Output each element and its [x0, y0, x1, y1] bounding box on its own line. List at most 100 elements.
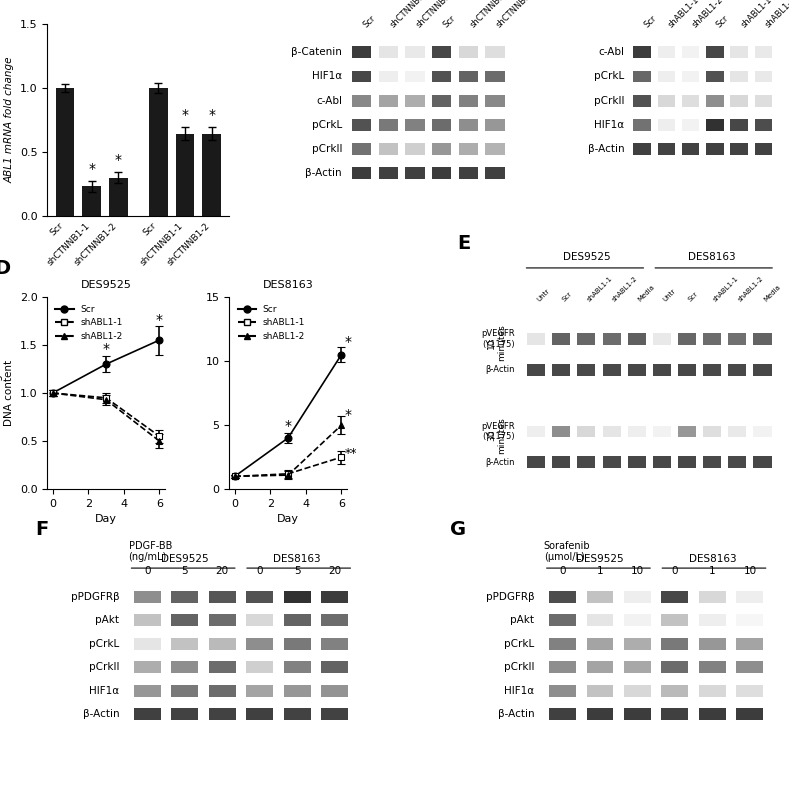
Text: c-Abl: c-Abl [316, 96, 342, 105]
Bar [731, 46, 748, 58]
Text: Scr: Scr [561, 291, 574, 303]
Text: 20: 20 [215, 566, 229, 576]
Bar [634, 143, 651, 155]
Bar [755, 94, 772, 107]
Bar [549, 661, 576, 674]
Text: **: ** [344, 447, 357, 460]
Text: pPDGFRβ: pPDGFRβ [70, 592, 119, 602]
Bar [736, 615, 764, 626]
Bar [209, 591, 236, 603]
Text: (μmol/L): (μmol/L) [544, 553, 585, 562]
Bar [706, 143, 724, 155]
Bar [699, 591, 726, 603]
Text: pCrkII: pCrkII [312, 144, 342, 153]
Bar [658, 119, 675, 130]
Text: β-Actin: β-Actin [588, 144, 625, 153]
Bar [603, 333, 621, 345]
Title: DES9525: DES9525 [80, 281, 132, 291]
Text: shABL1-1: shABL1-1 [739, 0, 773, 29]
Text: Scr: Scr [442, 13, 458, 29]
Bar [432, 143, 451, 155]
Bar [682, 119, 699, 130]
Text: *: * [344, 408, 351, 421]
Bar [624, 685, 651, 697]
Bar [176, 134, 194, 216]
Bar [634, 46, 651, 58]
Text: 10: 10 [631, 566, 644, 576]
Text: β-Actin: β-Actin [498, 709, 534, 719]
Text: 1: 1 [709, 566, 716, 576]
Bar [682, 71, 699, 83]
Bar [658, 46, 675, 58]
Bar [586, 591, 614, 603]
Bar [699, 708, 726, 720]
Text: pCrkII: pCrkII [504, 663, 534, 672]
Y-axis label: ABL1 mRNA fold change: ABL1 mRNA fold change [5, 57, 14, 183]
Bar [699, 638, 726, 650]
Bar [628, 364, 646, 376]
Text: *: * [115, 153, 122, 167]
Bar [736, 708, 764, 720]
Bar [406, 167, 424, 178]
Bar [321, 615, 348, 626]
Bar [682, 94, 699, 107]
Bar [578, 333, 596, 345]
Bar [661, 708, 689, 720]
Bar [549, 591, 576, 603]
Text: Media: Media [762, 284, 782, 303]
Bar [352, 119, 371, 130]
Bar [552, 425, 570, 438]
Y-axis label: Fold change in
DNA content: Fold change in DNA content [0, 355, 14, 431]
Bar [731, 94, 748, 107]
Bar [731, 143, 748, 155]
Bar [321, 661, 348, 674]
Bar [458, 94, 478, 107]
Bar [755, 46, 772, 58]
Bar [321, 708, 348, 720]
Bar [134, 685, 161, 697]
Bar [755, 119, 772, 130]
Bar [678, 364, 696, 376]
Text: Scr: Scr [687, 291, 699, 303]
Bar [552, 457, 570, 468]
Text: pVEGFR
(Y1175): pVEGFR (Y1175) [481, 329, 514, 349]
Bar [699, 615, 726, 626]
Bar [653, 364, 671, 376]
Bar [458, 119, 478, 130]
Bar [246, 685, 273, 697]
Bar [283, 615, 311, 626]
Text: shABL1-2: shABL1-2 [738, 275, 765, 303]
Bar [678, 425, 696, 438]
Bar [624, 638, 651, 650]
Bar [379, 71, 398, 83]
Bar [209, 661, 236, 674]
Text: shCTNNB1-2: shCTNNB1-2 [495, 0, 539, 29]
Bar [653, 457, 671, 468]
X-axis label: Day: Day [95, 515, 117, 524]
Bar [728, 425, 746, 438]
Text: DES9525: DES9525 [161, 554, 208, 564]
Bar [352, 71, 371, 83]
Bar [552, 364, 570, 376]
Bar [458, 46, 478, 58]
Title: DES8163: DES8163 [263, 281, 313, 291]
Text: pCrkL: pCrkL [504, 639, 534, 649]
Bar [171, 685, 198, 697]
Bar [736, 591, 764, 603]
Text: Scr: Scr [715, 13, 731, 29]
Bar [736, 638, 764, 650]
Bar [706, 71, 724, 83]
Bar [352, 94, 371, 107]
Text: E: E [458, 233, 471, 252]
Text: Untr: Untr [662, 288, 677, 303]
Bar [661, 638, 689, 650]
Bar [658, 94, 675, 107]
Text: G: G [451, 520, 466, 539]
Text: Sorafenib: Sorafenib [544, 541, 590, 551]
Bar [552, 333, 570, 345]
Bar [485, 46, 505, 58]
Bar [753, 364, 772, 376]
Bar [171, 661, 198, 674]
Text: pCrkII: pCrkII [88, 663, 119, 672]
Bar [321, 638, 348, 650]
